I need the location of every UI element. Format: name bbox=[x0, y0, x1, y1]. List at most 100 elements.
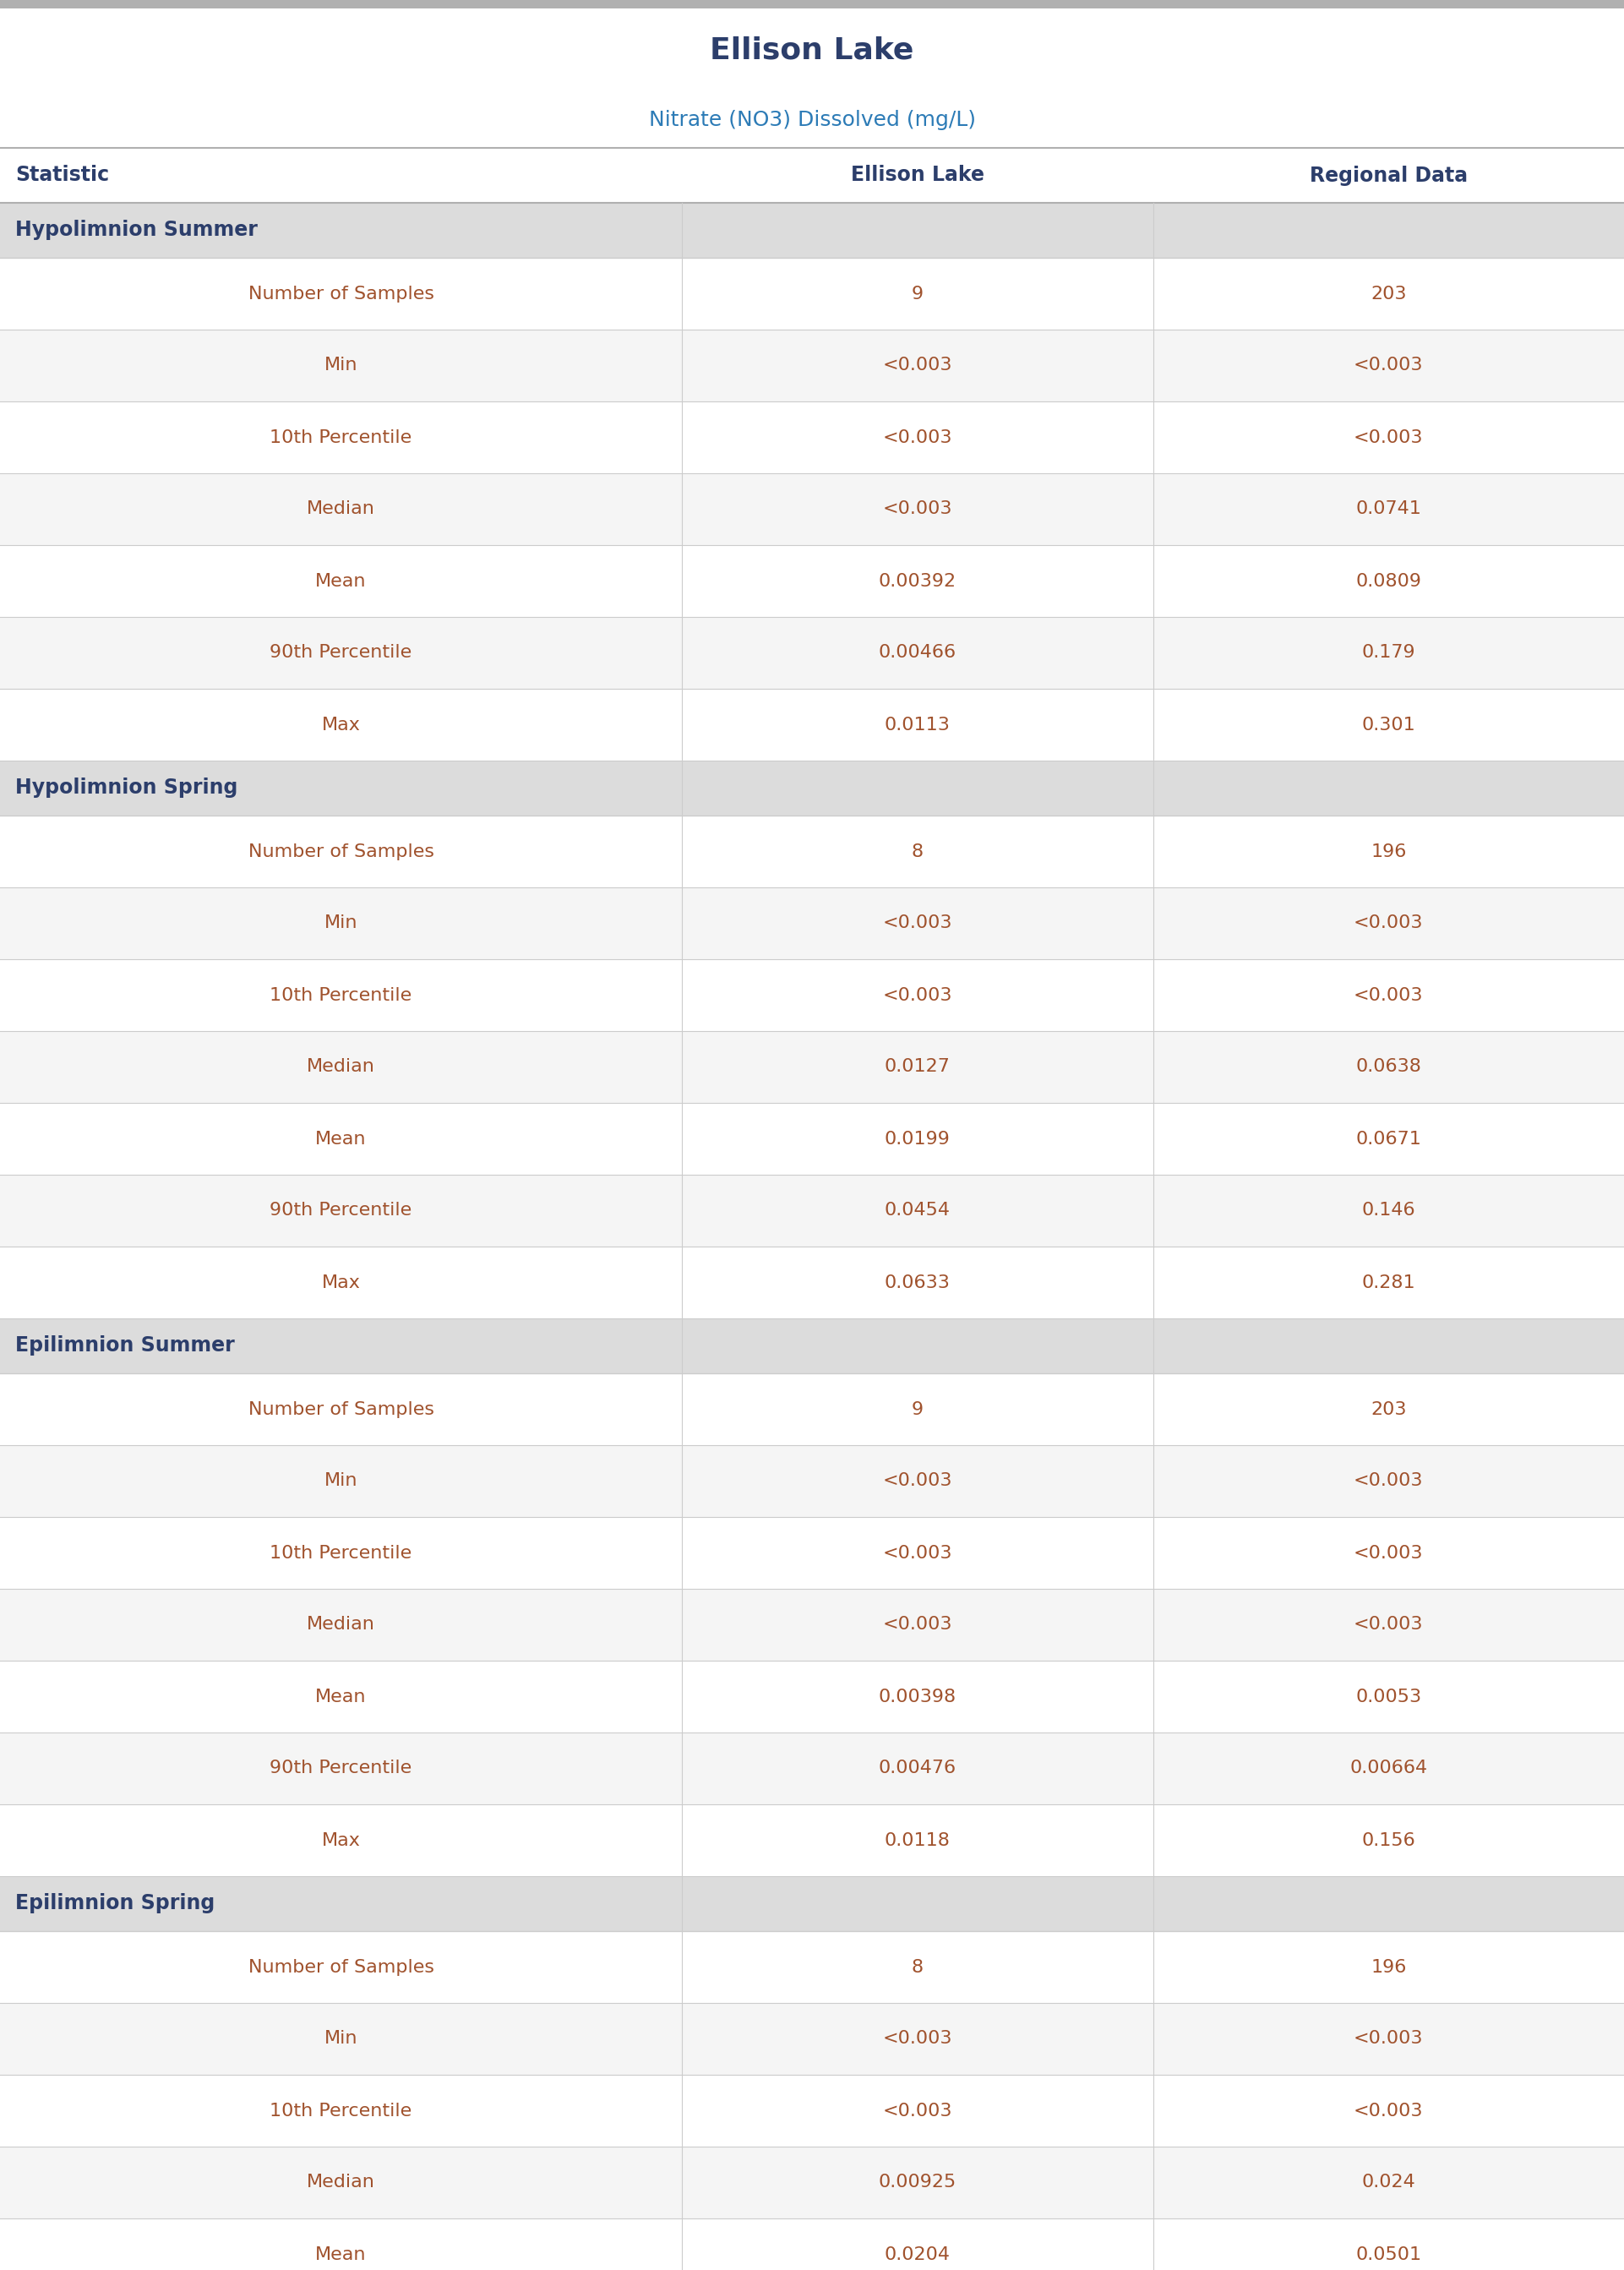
Text: Epilimnion Spring: Epilimnion Spring bbox=[15, 1893, 214, 1914]
Text: Ellison Lake: Ellison Lake bbox=[851, 166, 984, 186]
Bar bbox=[0, 815, 1624, 888]
Bar bbox=[0, 329, 1624, 402]
Bar bbox=[0, 760, 1624, 815]
Text: 0.0671: 0.0671 bbox=[1356, 1130, 1421, 1146]
Text: 203: 203 bbox=[1371, 1401, 1406, 1419]
Text: Ellison Lake: Ellison Lake bbox=[710, 36, 914, 66]
Bar bbox=[0, 259, 1624, 329]
Text: Regional Data: Regional Data bbox=[1309, 166, 1468, 186]
Text: Min: Min bbox=[325, 1473, 357, 1489]
Text: 0.0204: 0.0204 bbox=[885, 2245, 950, 2263]
Text: 0.301: 0.301 bbox=[1361, 717, 1416, 733]
Bar bbox=[0, 202, 1624, 259]
Bar bbox=[0, 1319, 1624, 1373]
Text: <0.003: <0.003 bbox=[1354, 1544, 1423, 1562]
Text: 8: 8 bbox=[911, 842, 924, 860]
Bar bbox=[0, 148, 1624, 202]
Text: 0.179: 0.179 bbox=[1361, 645, 1416, 661]
Bar bbox=[0, 1932, 1624, 2002]
Text: Median: Median bbox=[307, 502, 375, 518]
Text: <0.003: <0.003 bbox=[1354, 2102, 1423, 2120]
Text: <0.003: <0.003 bbox=[883, 987, 952, 1003]
Text: Mean: Mean bbox=[315, 572, 367, 590]
Text: 10th Percentile: 10th Percentile bbox=[270, 2102, 412, 2120]
Text: 0.00466: 0.00466 bbox=[879, 645, 957, 661]
Text: 0.0501: 0.0501 bbox=[1356, 2245, 1421, 2263]
Text: Min: Min bbox=[325, 915, 357, 931]
Text: Number of Samples: Number of Samples bbox=[248, 1401, 434, 1419]
Text: 203: 203 bbox=[1371, 286, 1406, 302]
Text: 196: 196 bbox=[1371, 842, 1406, 860]
Text: 0.0053: 0.0053 bbox=[1356, 1689, 1421, 1705]
Text: Epilimnion Summer: Epilimnion Summer bbox=[15, 1335, 235, 1355]
Text: Max: Max bbox=[322, 1273, 361, 1292]
Text: <0.003: <0.003 bbox=[1354, 915, 1423, 931]
Text: Statistic: Statistic bbox=[15, 166, 109, 186]
Text: 0.0809: 0.0809 bbox=[1356, 572, 1421, 590]
Text: Hypolimnion Spring: Hypolimnion Spring bbox=[15, 779, 237, 799]
Text: 0.281: 0.281 bbox=[1361, 1273, 1416, 1292]
Text: <0.003: <0.003 bbox=[883, 502, 952, 518]
Text: 0.0127: 0.0127 bbox=[885, 1058, 950, 1076]
Bar bbox=[0, 1589, 1624, 1662]
Text: Max: Max bbox=[322, 717, 361, 733]
Text: <0.003: <0.003 bbox=[1354, 2029, 1423, 2048]
Text: Median: Median bbox=[307, 1058, 375, 1076]
Text: <0.003: <0.003 bbox=[883, 1473, 952, 1489]
Text: Max: Max bbox=[322, 1832, 361, 1848]
Bar bbox=[0, 0, 1624, 9]
Text: 10th Percentile: 10th Percentile bbox=[270, 1544, 412, 1562]
Text: Mean: Mean bbox=[315, 1130, 367, 1146]
Bar bbox=[0, 1174, 1624, 1246]
Text: <0.003: <0.003 bbox=[883, 429, 952, 445]
Text: <0.003: <0.003 bbox=[1354, 987, 1423, 1003]
Bar bbox=[0, 2218, 1624, 2270]
Text: 0.00398: 0.00398 bbox=[879, 1689, 957, 1705]
Text: Mean: Mean bbox=[315, 2245, 367, 2263]
Text: Number of Samples: Number of Samples bbox=[248, 286, 434, 302]
Text: Mean: Mean bbox=[315, 1689, 367, 1705]
Bar bbox=[0, 1031, 1624, 1103]
Bar bbox=[0, 960, 1624, 1031]
Text: 90th Percentile: 90th Percentile bbox=[270, 1203, 412, 1219]
Text: Median: Median bbox=[307, 1616, 375, 1632]
Bar bbox=[0, 2002, 1624, 2075]
Text: 0.0633: 0.0633 bbox=[885, 1273, 950, 1292]
Text: 90th Percentile: 90th Percentile bbox=[270, 645, 412, 661]
Text: Nitrate (NO3) Dissolved (mg/L): Nitrate (NO3) Dissolved (mg/L) bbox=[648, 111, 976, 132]
Text: 90th Percentile: 90th Percentile bbox=[270, 1759, 412, 1777]
Bar bbox=[0, 1103, 1624, 1174]
Text: <0.003: <0.003 bbox=[883, 356, 952, 375]
Bar bbox=[0, 1246, 1624, 1319]
Text: 196: 196 bbox=[1371, 1959, 1406, 1975]
Text: 0.0638: 0.0638 bbox=[1356, 1058, 1421, 1076]
Bar bbox=[0, 688, 1624, 760]
Bar bbox=[0, 1662, 1624, 1732]
Text: <0.003: <0.003 bbox=[883, 2029, 952, 2048]
Bar bbox=[0, 472, 1624, 545]
Text: 10th Percentile: 10th Percentile bbox=[270, 987, 412, 1003]
Bar bbox=[0, 2147, 1624, 2218]
Text: 0.0199: 0.0199 bbox=[885, 1130, 950, 1146]
Text: 9: 9 bbox=[911, 286, 924, 302]
Text: <0.003: <0.003 bbox=[883, 1616, 952, 1632]
Bar bbox=[0, 545, 1624, 617]
Text: 0.0454: 0.0454 bbox=[885, 1203, 950, 1219]
Text: 0.146: 0.146 bbox=[1361, 1203, 1416, 1219]
Bar bbox=[0, 1877, 1624, 1932]
Text: 0.00476: 0.00476 bbox=[879, 1759, 957, 1777]
Text: <0.003: <0.003 bbox=[1354, 429, 1423, 445]
Text: Median: Median bbox=[307, 2175, 375, 2191]
Bar bbox=[0, 2075, 1624, 2147]
Bar bbox=[0, 1732, 1624, 1805]
Bar bbox=[0, 888, 1624, 960]
Text: Number of Samples: Number of Samples bbox=[248, 842, 434, 860]
Text: 0.00925: 0.00925 bbox=[879, 2175, 957, 2191]
Text: 8: 8 bbox=[911, 1959, 924, 1975]
Text: 0.0741: 0.0741 bbox=[1356, 502, 1421, 518]
Text: 0.024: 0.024 bbox=[1361, 2175, 1416, 2191]
Text: 0.156: 0.156 bbox=[1361, 1832, 1416, 1848]
Text: 0.0113: 0.0113 bbox=[885, 717, 950, 733]
Text: 10th Percentile: 10th Percentile bbox=[270, 429, 412, 445]
Text: <0.003: <0.003 bbox=[883, 1544, 952, 1562]
